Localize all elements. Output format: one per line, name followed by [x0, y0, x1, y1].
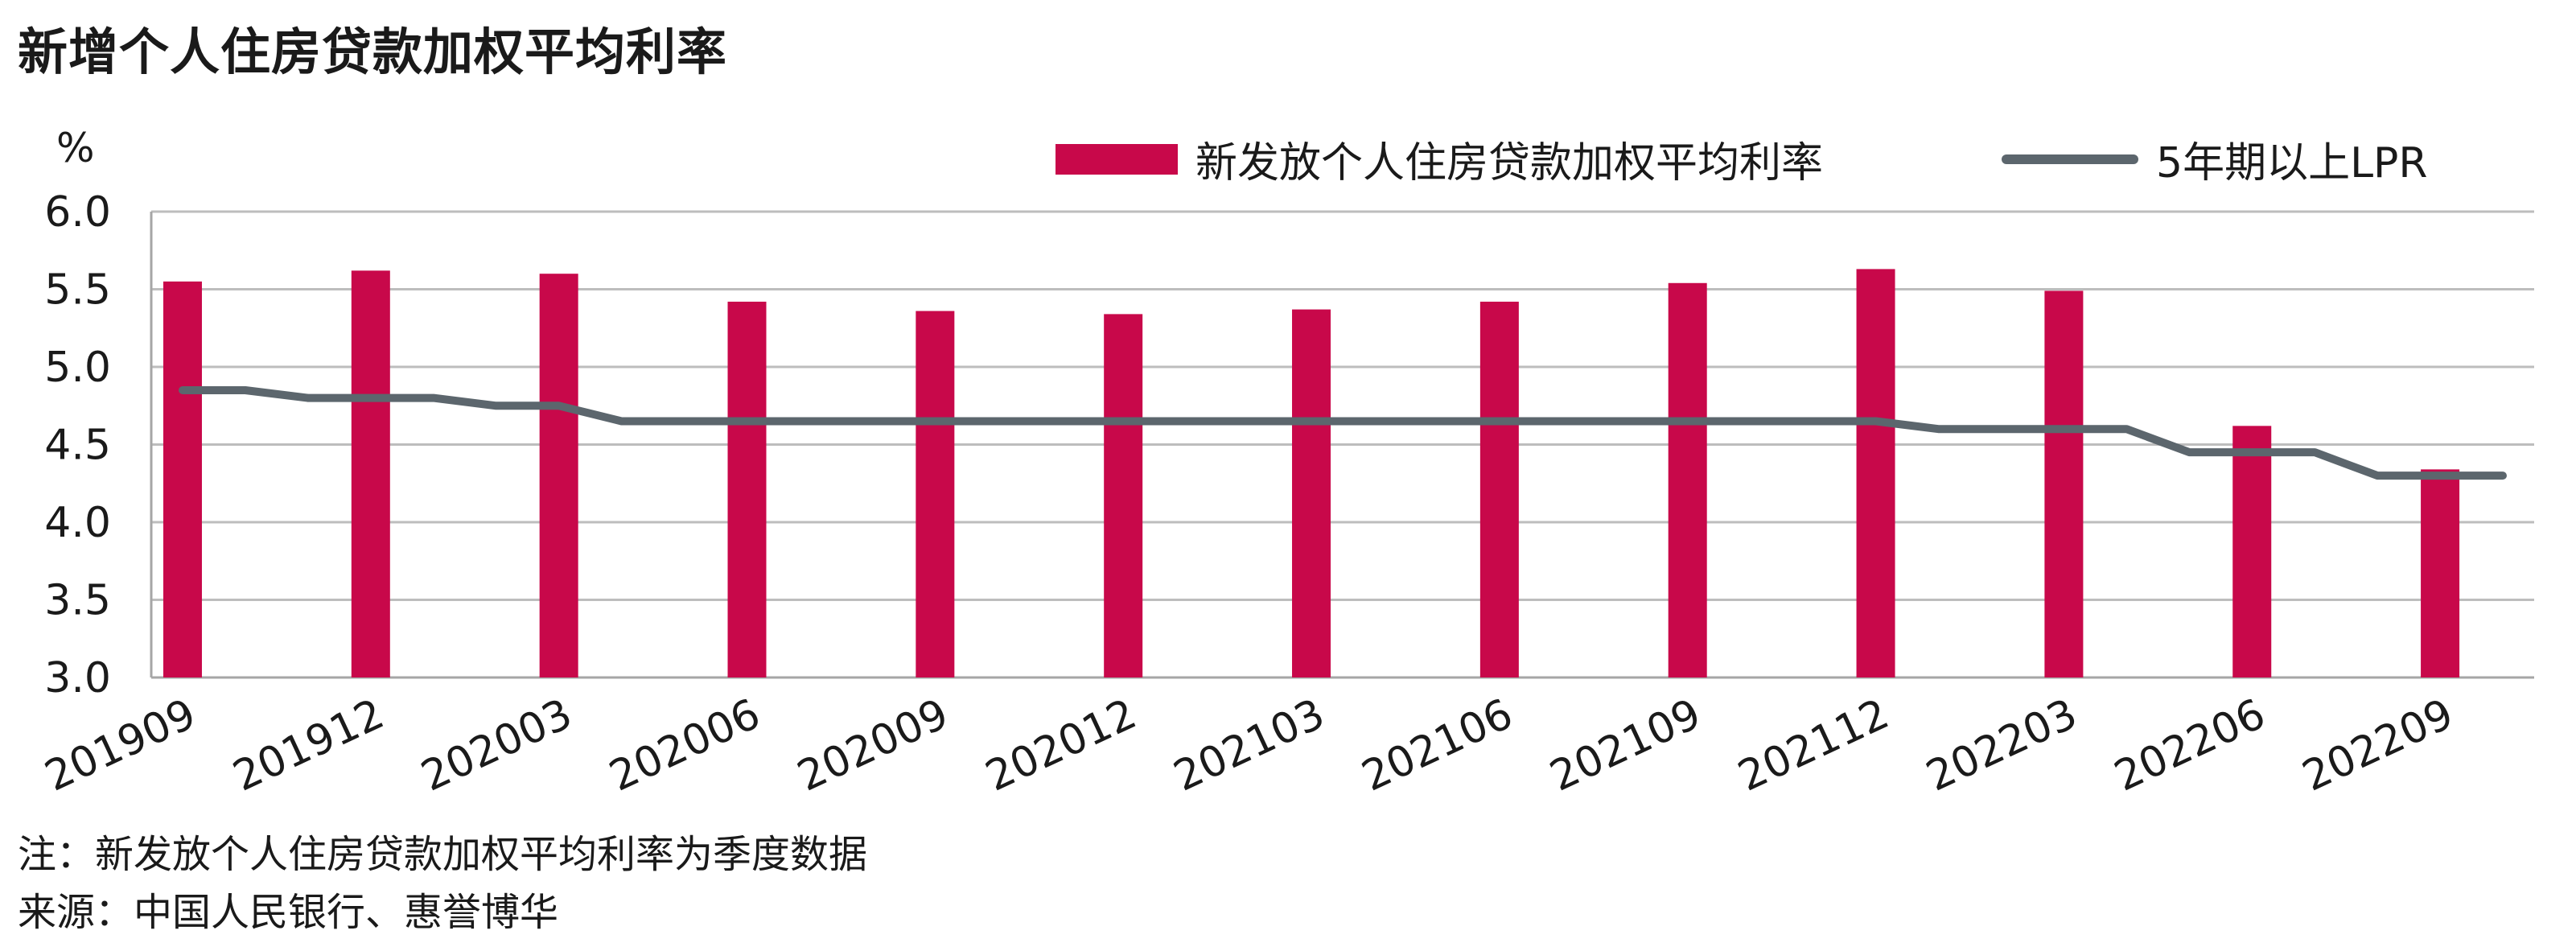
bar — [727, 301, 767, 677]
bar — [1104, 314, 1143, 677]
bar — [916, 311, 955, 677]
bar — [1856, 269, 1895, 677]
y-tick-label: 4.0 — [44, 499, 111, 547]
legend-bar-swatch — [1056, 143, 1178, 175]
chart-note: 注：新发放个人住房贷款加权平均利率为季度数据 — [18, 832, 868, 877]
bar — [1292, 309, 1331, 677]
x-tick-label: 202203 — [1920, 690, 2084, 801]
legend-line-swatch — [2002, 154, 2138, 164]
x-tick-label: 202112 — [1731, 690, 1896, 801]
bar — [1479, 301, 1519, 677]
x-tick-label: 202209 — [2295, 690, 2460, 801]
x-tick-label: 202003 — [414, 690, 579, 801]
y-tick-label: 5.5 — [44, 266, 111, 315]
bar — [2421, 469, 2460, 677]
x-tick-label: 202206 — [2107, 690, 2272, 801]
bar — [351, 270, 390, 677]
lpr-line — [179, 386, 2507, 480]
chart-title: 新增个人住房贷款加权平均利率 — [18, 23, 728, 81]
x-tick-label: 202109 — [1543, 690, 1708, 801]
x-tick-label: 202106 — [1355, 690, 1520, 801]
legend-bar-label: 新发放个人住房贷款加权平均利率 — [1195, 139, 1824, 187]
x-tick-label: 202103 — [1167, 690, 1331, 801]
bar — [539, 274, 578, 677]
x-tick-label: 201912 — [226, 690, 391, 801]
y-tick-label: 4.5 — [44, 422, 111, 470]
bar — [163, 281, 202, 677]
legend-line-label: 5年期以上LPR — [2156, 139, 2428, 187]
bar — [1668, 282, 1707, 677]
bar — [2044, 290, 2084, 677]
bar — [2232, 426, 2272, 677]
chart-source: 来源：中国人民银行、惠誉博华 — [18, 890, 559, 935]
y-tick-label: 6.0 — [44, 188, 111, 237]
x-tick-label: 202006 — [603, 690, 767, 801]
x-tick-label: 202012 — [978, 690, 1143, 801]
x-tick-label: 202009 — [791, 690, 956, 801]
y-axis-unit-label: % — [56, 125, 95, 171]
x-tick-label: 201909 — [38, 690, 203, 801]
legend-item-line: 5年期以上LPR — [2002, 129, 2428, 189]
y-tick-label: 3.0 — [44, 654, 111, 702]
y-tick-label: 5.0 — [44, 344, 111, 392]
legend-item-bars: 新发放个人住房贷款加权平均利率 — [1056, 129, 1823, 189]
y-tick-label: 3.5 — [44, 577, 111, 625]
